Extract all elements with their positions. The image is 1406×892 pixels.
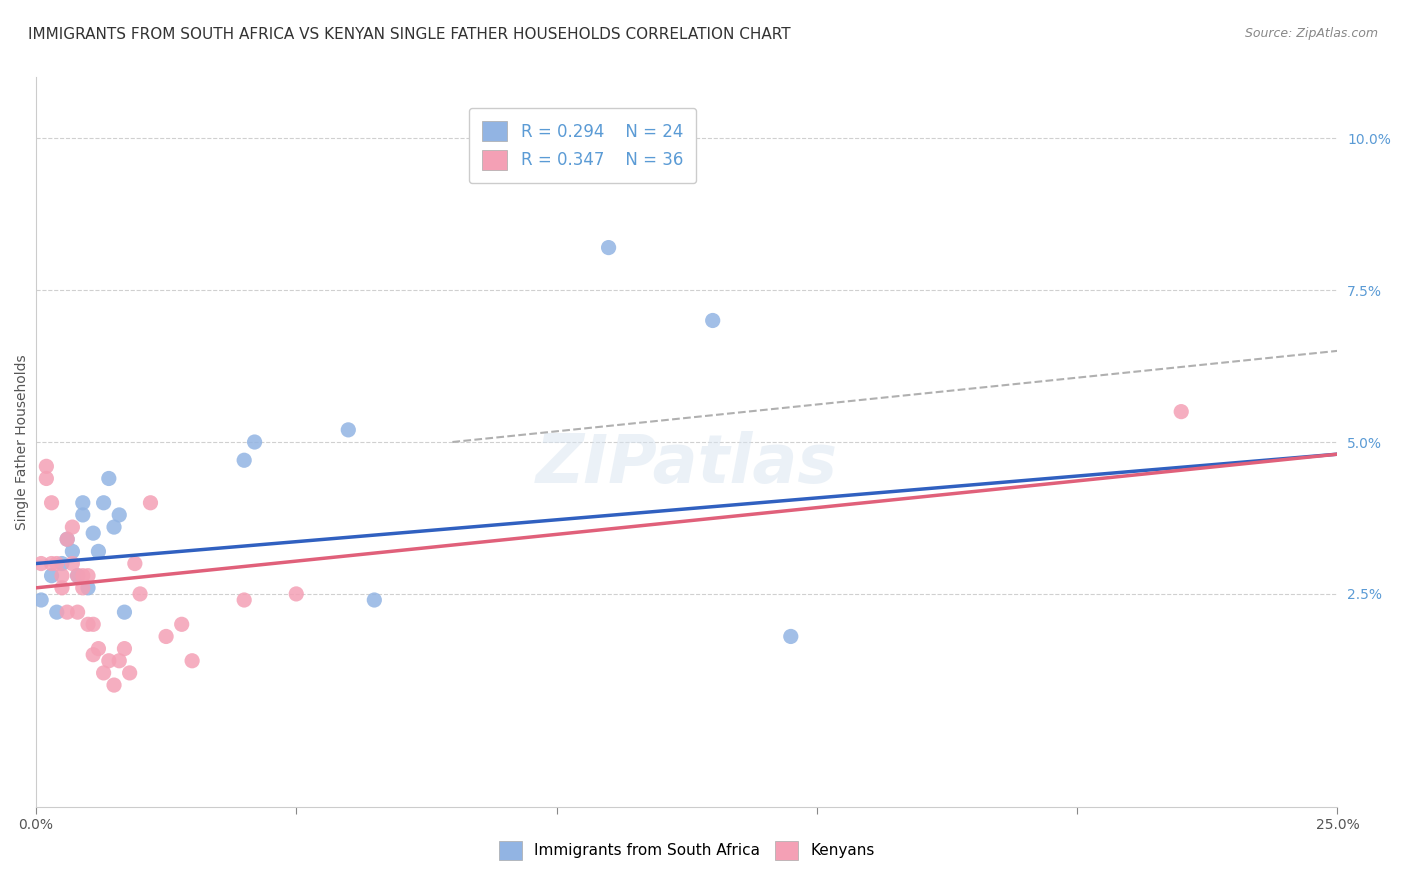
Point — [129, 587, 152, 601]
Point — [103, 678, 125, 692]
Point — [82, 526, 104, 541]
Point — [598, 241, 620, 255]
Point — [233, 453, 256, 467]
Point — [170, 617, 193, 632]
Point — [103, 520, 125, 534]
Point — [114, 605, 136, 619]
Point — [66, 568, 89, 582]
Point — [45, 605, 67, 619]
Point — [108, 654, 131, 668]
Point — [139, 496, 162, 510]
Point — [93, 496, 115, 510]
Point — [77, 568, 100, 582]
Text: IMMIGRANTS FROM SOUTH AFRICA VS KENYAN SINGLE FATHER HOUSEHOLDS CORRELATION CHAR: IMMIGRANTS FROM SOUTH AFRICA VS KENYAN S… — [28, 27, 790, 42]
Point — [56, 533, 79, 547]
Point — [97, 654, 120, 668]
Point — [82, 648, 104, 662]
Point — [243, 435, 266, 450]
Point — [56, 605, 79, 619]
Point — [51, 557, 73, 571]
Point — [60, 557, 83, 571]
Point — [60, 520, 83, 534]
Legend: R = 0.294    N = 24, R = 0.347    N = 36: R = 0.294 N = 24, R = 0.347 N = 36 — [468, 108, 696, 184]
Point — [114, 641, 136, 656]
Point — [108, 508, 131, 522]
Point — [77, 617, 100, 632]
Point — [87, 544, 110, 558]
Point — [30, 557, 52, 571]
Point — [97, 471, 120, 485]
Point — [51, 581, 73, 595]
Point — [41, 568, 63, 582]
Text: ZIPatlas: ZIPatlas — [536, 431, 838, 497]
Point — [30, 593, 52, 607]
Point — [41, 557, 63, 571]
Point — [72, 581, 94, 595]
Point — [77, 581, 100, 595]
Point — [285, 587, 308, 601]
Point — [72, 568, 94, 582]
Point — [337, 423, 360, 437]
Point — [82, 617, 104, 632]
Point — [41, 496, 63, 510]
Point — [1170, 404, 1192, 418]
Point — [56, 533, 79, 547]
Point — [60, 544, 83, 558]
Point — [363, 593, 385, 607]
Point — [35, 459, 58, 474]
Y-axis label: Single Father Households: Single Father Households — [15, 354, 30, 530]
Point — [702, 313, 724, 327]
Point — [233, 593, 256, 607]
Point — [72, 496, 94, 510]
Point — [93, 665, 115, 680]
Point — [118, 665, 141, 680]
Point — [66, 605, 89, 619]
Point — [72, 508, 94, 522]
Point — [45, 557, 67, 571]
Point — [66, 568, 89, 582]
Point — [155, 630, 177, 644]
Point — [35, 471, 58, 485]
Point — [779, 630, 801, 644]
Point — [124, 557, 146, 571]
Text: Source: ZipAtlas.com: Source: ZipAtlas.com — [1244, 27, 1378, 40]
Point — [87, 641, 110, 656]
Point — [181, 654, 204, 668]
Point — [51, 568, 73, 582]
